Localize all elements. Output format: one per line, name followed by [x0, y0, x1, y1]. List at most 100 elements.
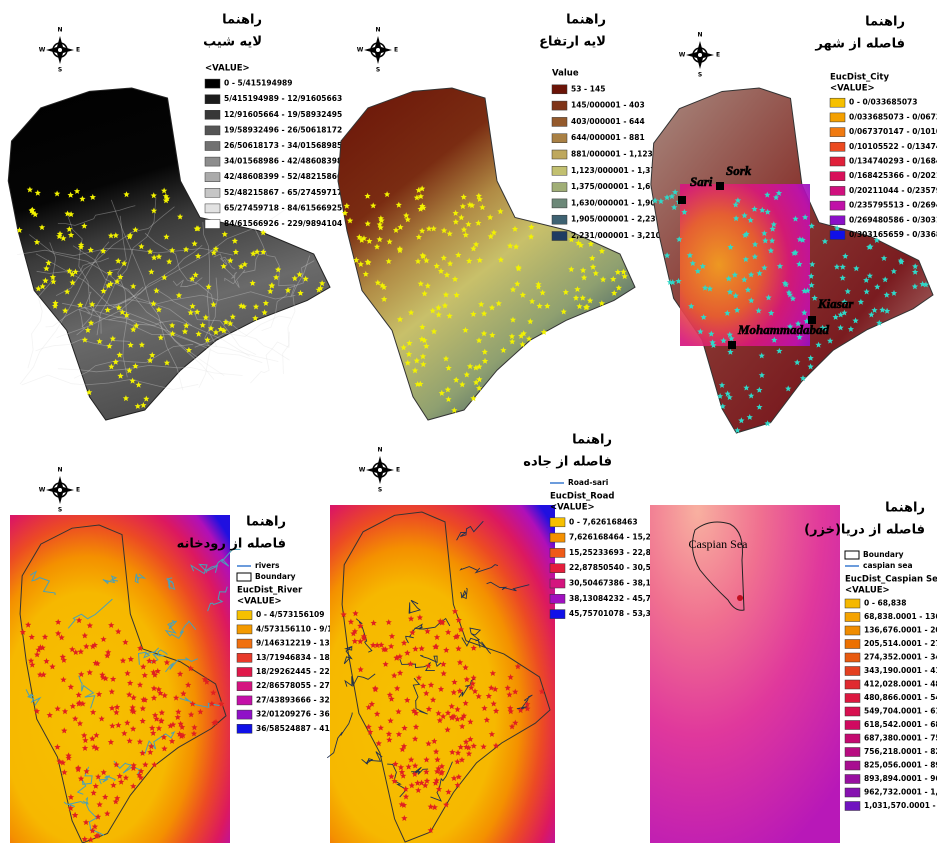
legend-swatch [844, 625, 861, 636]
sample-point [741, 276, 748, 283]
sample-point [124, 670, 131, 677]
slope-texture [96, 197, 157, 336]
sample-point [414, 258, 422, 264]
legend-label: 27/43893666 - 32/01209275 [256, 695, 374, 704]
sample-point [117, 372, 124, 379]
compass-label: N [57, 467, 62, 474]
legend-label: 1,375/000001 - 1,630 [571, 182, 661, 191]
layer-name: EucDist_Caspian Sea [845, 575, 937, 585]
sample-point [210, 689, 217, 696]
sample-point [789, 295, 796, 302]
sample-point [452, 209, 459, 216]
sample-point [882, 276, 889, 283]
sample-point [657, 198, 665, 205]
slope-texture [27, 242, 57, 369]
sample-point [880, 255, 888, 261]
sample-point [473, 379, 480, 386]
sample-point [169, 330, 176, 337]
road [412, 677, 428, 715]
sample-point [438, 763, 445, 770]
sample-point [222, 318, 229, 325]
sample-point [528, 233, 535, 240]
sample-point [719, 403, 726, 410]
sample-point [424, 628, 431, 635]
sample-point [414, 779, 421, 786]
sample-point [815, 341, 822, 348]
sample-point [476, 376, 483, 383]
legend-heading: <VALUE> [830, 84, 875, 94]
sample-point [732, 201, 739, 208]
sample-point [462, 738, 470, 745]
legend-label: 687,380.0001 - 756,218 [864, 734, 937, 743]
sample-point [107, 738, 114, 745]
sample-point [716, 393, 724, 399]
sample-point [82, 819, 90, 826]
sample-point [110, 675, 117, 682]
sample-point [479, 204, 486, 211]
slope-texture [36, 257, 110, 274]
sample-point [82, 737, 89, 744]
compass-label: N [57, 27, 62, 34]
sample-point [423, 768, 430, 775]
sample-point [568, 266, 575, 273]
sample-point [764, 208, 771, 215]
road [408, 599, 422, 614]
sample-point [412, 645, 419, 652]
legend-swatch [844, 733, 861, 744]
sample-point [509, 286, 517, 293]
sample-point [113, 709, 120, 716]
sample-point [115, 628, 122, 635]
sample-point [155, 253, 163, 260]
sample-point [450, 775, 458, 781]
sample-point [419, 323, 426, 330]
sample-point [220, 263, 227, 269]
river [76, 766, 93, 795]
sample-point [150, 300, 157, 307]
sample-point [141, 672, 148, 678]
sample-point [360, 635, 368, 642]
sample-point [66, 226, 73, 232]
sample-point [81, 744, 89, 751]
sample-point [163, 659, 170, 666]
sample-point [776, 263, 784, 269]
sample-point [465, 221, 472, 227]
sample-point [340, 611, 347, 618]
river [169, 620, 197, 639]
sample-point [490, 229, 497, 236]
legend-label: 0/20211044 - 0/235795513 [849, 186, 937, 195]
sample-point [81, 222, 88, 229]
sample-point [397, 669, 404, 676]
sample-point [118, 778, 125, 785]
compass-label: E [76, 487, 80, 494]
sample-point [433, 748, 440, 755]
legend-label: 4/573156110 - 9/146312218 [256, 624, 374, 633]
map-boundary [19, 524, 227, 843]
sample-point [412, 735, 419, 742]
sample-point [743, 384, 750, 391]
sample-point [794, 359, 801, 366]
sample-point [201, 676, 209, 683]
sample-point [455, 645, 462, 652]
legend-swatch [844, 679, 861, 690]
sample-point [538, 688, 546, 695]
legend-label: 0/168425366 - 0/20211044 [849, 171, 937, 180]
slope-texture [57, 364, 243, 376]
sample-point [138, 243, 145, 250]
city-marker [716, 182, 724, 190]
sample-point [761, 230, 768, 236]
sample-point [718, 382, 726, 388]
legend-label: 36/58524887 - 41/15840496 [256, 724, 374, 733]
sample-point [476, 385, 483, 391]
sample-point [64, 288, 71, 295]
sample-point [480, 743, 487, 750]
sample-point [115, 304, 122, 311]
sample-point [775, 189, 783, 196]
sample-point [738, 417, 745, 424]
sample-point [407, 615, 415, 622]
sample-point [807, 363, 814, 370]
sample-point [512, 688, 519, 695]
legend-label: 549,704.0001 - 618,542 [864, 707, 937, 716]
river [67, 598, 113, 629]
sample-point [853, 265, 860, 272]
road [461, 637, 492, 654]
